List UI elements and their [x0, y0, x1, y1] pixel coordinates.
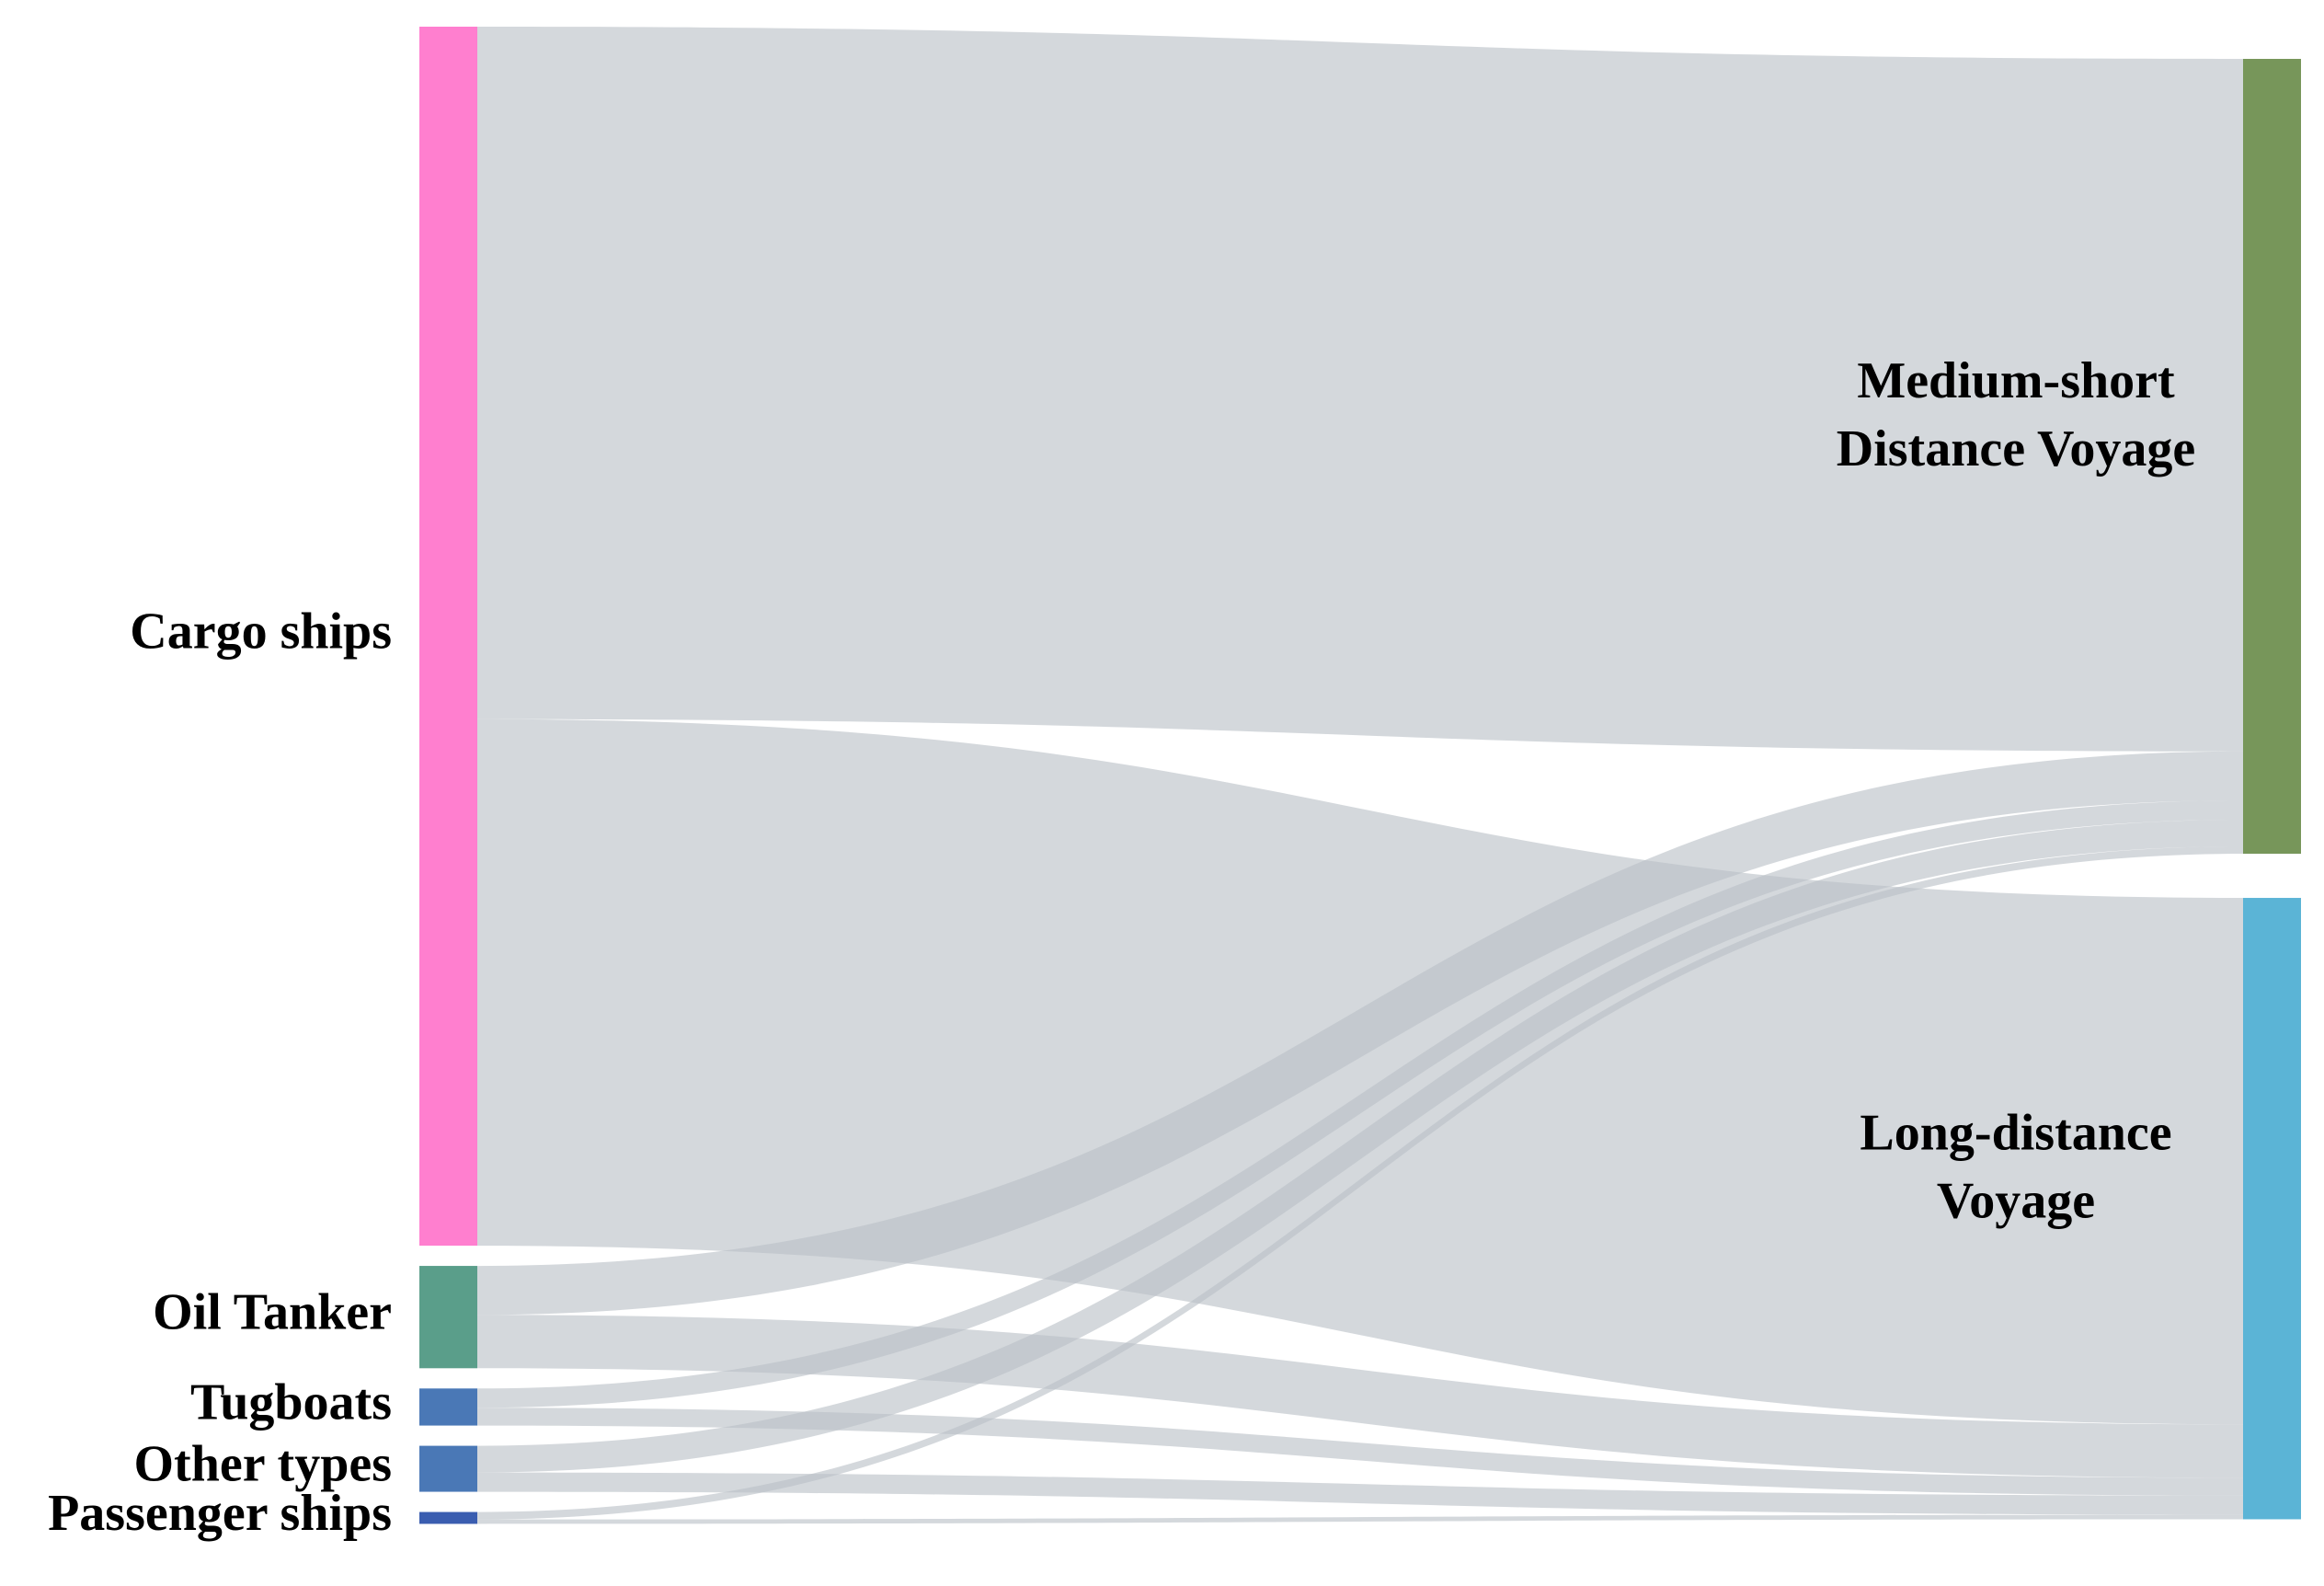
node-bar: [2243, 898, 2301, 1520]
node-bar: [419, 1388, 477, 1426]
links: [477, 27, 2243, 1524]
flow-link: [477, 1514, 2243, 1524]
node-label: Oil Tanker: [153, 1284, 392, 1341]
node-label: Distance Voyage: [1837, 420, 2195, 477]
flow-link: [477, 845, 2243, 1520]
node-label: Cargo ships: [130, 603, 392, 660]
flow-link: [477, 1315, 2243, 1478]
flow-link: [477, 819, 2243, 1473]
node-label: Tugboats: [190, 1373, 392, 1431]
node-bar: [419, 1511, 477, 1524]
node-bar: [419, 1266, 477, 1369]
flow-link: [477, 1472, 2243, 1515]
node-bar: [2243, 59, 2301, 855]
flow-link: [477, 1408, 2243, 1496]
node-label: Passenger ships: [48, 1485, 392, 1542]
flow-link: [477, 27, 2243, 752]
node-label: Long-distance: [1860, 1105, 2171, 1162]
node-label: Voyage: [1937, 1173, 2095, 1230]
flow-link: [477, 800, 2243, 1408]
node-bar: [419, 1445, 477, 1492]
node-bar: [419, 27, 477, 1247]
node-label: Other types: [134, 1435, 393, 1492]
node-label: Medium-short: [1857, 352, 2175, 409]
flow-link: [477, 751, 2243, 1316]
